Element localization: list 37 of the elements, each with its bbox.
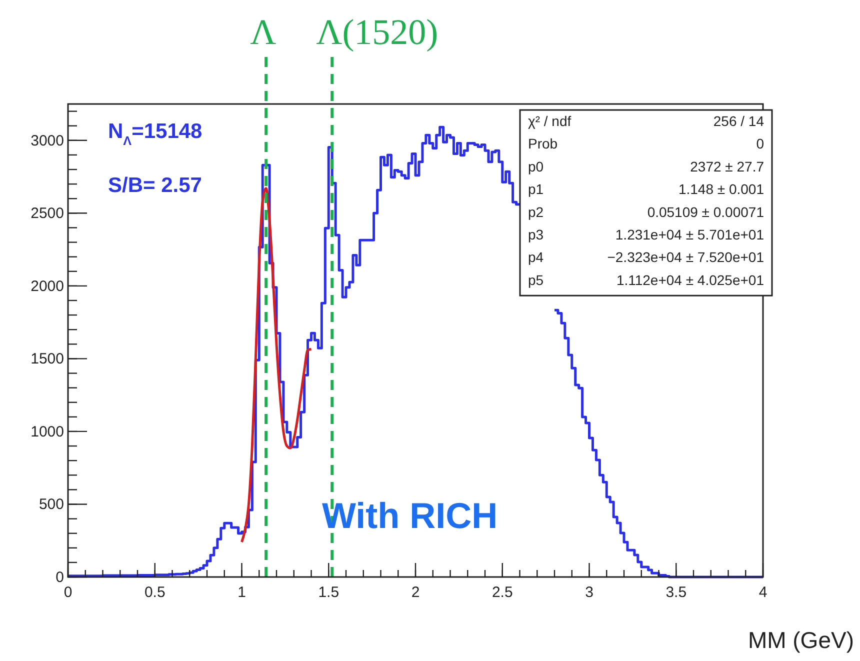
annotation: 1.231e+04 ± 5.701e+01 bbox=[615, 226, 764, 242]
y-tick-label: 1000 bbox=[30, 423, 64, 440]
annotation: 0 bbox=[756, 136, 764, 152]
y-tick-label: 1500 bbox=[30, 350, 64, 368]
annotation: 1.112e+04 ± 4.025e+01 bbox=[616, 272, 764, 288]
x-tick-label: 1.5 bbox=[318, 584, 340, 601]
x-tick-label: 1 bbox=[238, 584, 246, 601]
annotation: χ² / ndf bbox=[528, 113, 572, 129]
annotation: With RICH bbox=[322, 495, 498, 536]
annotation: p5 bbox=[528, 272, 544, 288]
annotation: p0 bbox=[528, 158, 544, 174]
ref-line-label: Λ bbox=[250, 12, 276, 52]
annotation: N$_{Λ}$=15148 bbox=[108, 120, 203, 148]
y-tick-label: 3000 bbox=[30, 132, 64, 150]
annotation: p3 bbox=[528, 226, 544, 242]
y-tick-label: 2500 bbox=[30, 205, 64, 222]
x-tick-label: 3 bbox=[585, 584, 594, 601]
annotation: Prob bbox=[528, 136, 558, 152]
annotation: 0.05109 ± 0.00071 bbox=[647, 204, 764, 220]
y-tick-label: 0 bbox=[56, 569, 64, 586]
annotation: 1.148 ± 0.001 bbox=[678, 181, 764, 198]
annotation: p1 bbox=[528, 181, 544, 198]
x-tick-label: 4 bbox=[758, 584, 768, 601]
x-tick-label: 2 bbox=[411, 584, 420, 601]
x-axis-title: MM (GeV) bbox=[748, 627, 854, 653]
annotation: 256 / 14 bbox=[713, 113, 764, 129]
annotation: p4 bbox=[528, 249, 544, 266]
x-tick-label: 3.5 bbox=[666, 584, 687, 601]
y-tick-label: 2000 bbox=[30, 278, 64, 295]
annotation: −2.323e+04 ± 7.520e+01 bbox=[607, 249, 764, 266]
annotation: p2 bbox=[528, 204, 544, 220]
y-tick-label: 500 bbox=[38, 496, 64, 514]
x-tick-label: 2.5 bbox=[492, 584, 513, 601]
annotation: S/B= 2.57 bbox=[108, 174, 202, 197]
ref-line-label: Λ(1520) bbox=[316, 12, 438, 52]
x-tick-label: 0.5 bbox=[144, 584, 166, 601]
annotation: 2372 ± 27.7 bbox=[690, 158, 764, 174]
